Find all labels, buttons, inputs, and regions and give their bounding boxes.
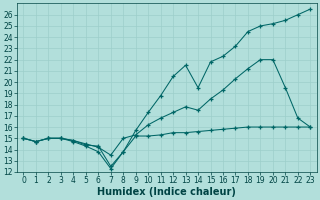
X-axis label: Humidex (Indice chaleur): Humidex (Indice chaleur) [98, 187, 236, 197]
